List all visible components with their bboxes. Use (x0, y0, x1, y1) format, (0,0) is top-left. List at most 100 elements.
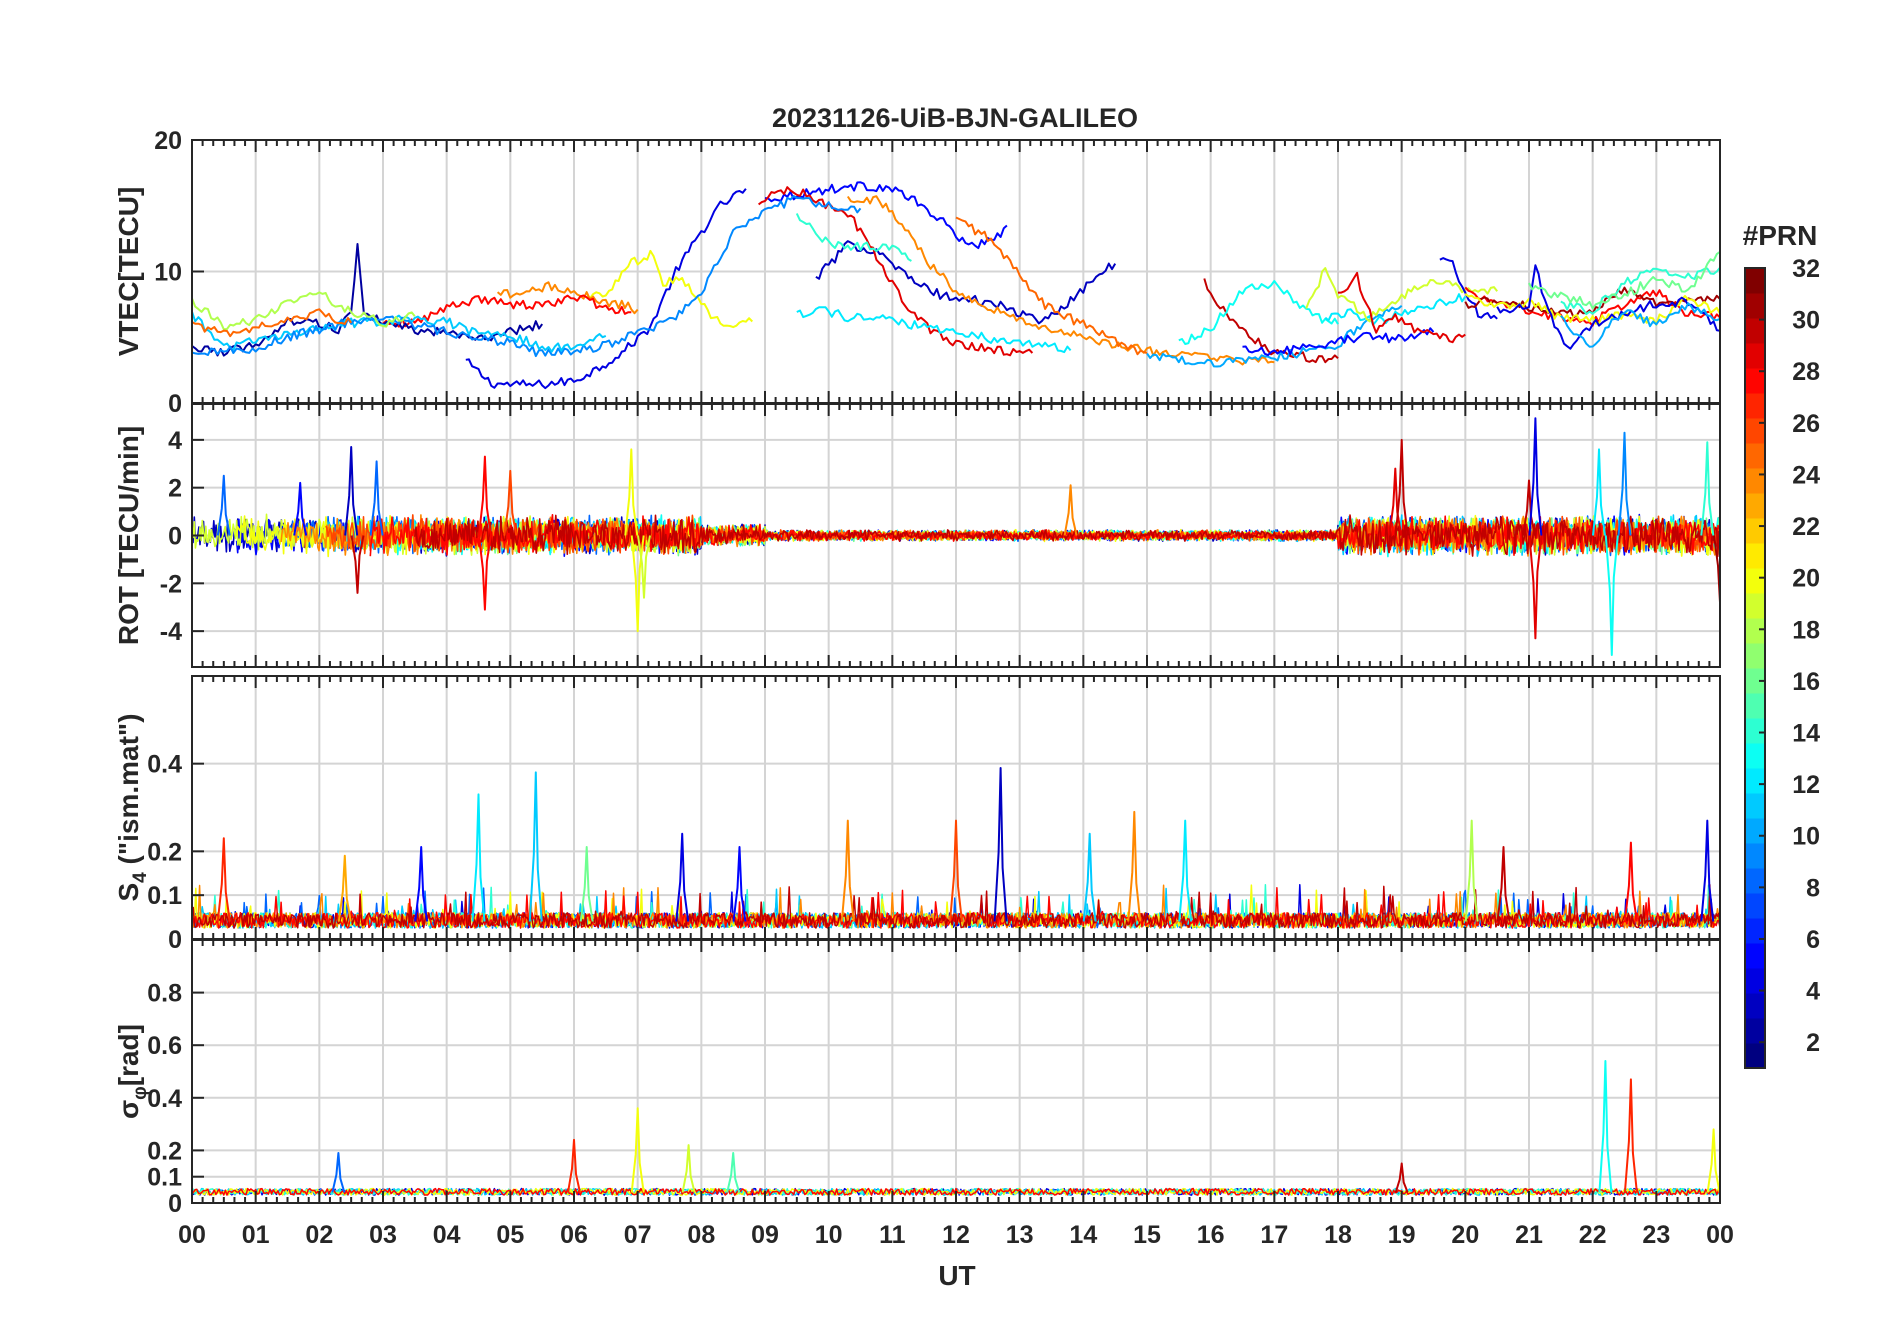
vtec-series-prn-9 (510, 195, 862, 358)
panel-s4: 00.10.20.4S4 ("ism.mat") (113, 675, 1721, 954)
y-tick-label-rot: -2 (160, 570, 182, 598)
rot-peak-prn-29 (1528, 535, 1543, 640)
colorbar-segment (1745, 518, 1765, 544)
colorbar-segment (1745, 318, 1765, 344)
x-tick-label: 09 (751, 1221, 779, 1249)
y-label-main: S (113, 883, 144, 902)
rot-peak-prn-13 (1604, 535, 1619, 656)
y-label-sub: φ (130, 1086, 151, 1100)
colorbar-tick-label: 14 (1792, 720, 1820, 748)
x-tick-label: 12 (942, 1221, 970, 1249)
y-tick-label-s4: 0.2 (147, 838, 182, 866)
rot-peak-prn-30 (1394, 438, 1409, 536)
sigma_phi-peak-prn-13 (1598, 1060, 1613, 1193)
y-label-sub: 4 (130, 872, 151, 883)
y-tick-label-rot: 0 (168, 523, 182, 551)
s4-peak-prn-12 (1178, 819, 1193, 922)
vtec-series-prn-28 (382, 294, 632, 328)
colorbar-tick-label: 2 (1806, 1029, 1820, 1057)
x-tick-label: 18 (1324, 1221, 1352, 1249)
vtec-series-prn-25 (192, 308, 353, 338)
plot-area-rot (192, 417, 1720, 656)
colorbar-segment (1745, 543, 1765, 569)
y-tick-label-rot: 4 (168, 427, 182, 455)
y-tick-label-sigma_phi: 0 (168, 1190, 182, 1218)
x-tick-label: 21 (1515, 1221, 1543, 1249)
s4-peak-prn-5 (732, 846, 747, 922)
s4-peak-prn-23 (337, 854, 352, 922)
vtec-series-prn-13 (1178, 280, 1339, 345)
colorbar-segment (1745, 618, 1765, 644)
colorbar-tick-label: 28 (1792, 358, 1820, 386)
vtec-series-prn-4 (1496, 264, 1720, 350)
y-tick-label-sigma_phi: 0.8 (147, 980, 182, 1008)
x-tick-label: 00 (1706, 1221, 1734, 1249)
colorbar-tick-label: 20 (1792, 565, 1820, 593)
vtec-series-prn-9 (192, 315, 512, 356)
colorbar-segment (1745, 393, 1765, 419)
s4-peak-prn-18 (1464, 819, 1479, 922)
s4-peak-prn-5 (414, 846, 429, 922)
ticks-vtec (191, 140, 1721, 403)
vtec-series-prn-5 (1242, 327, 1435, 357)
x-tick-label: 05 (496, 1221, 524, 1249)
s4-noise-prn-30 (192, 884, 1720, 929)
s4-peak-prn-27 (216, 837, 231, 922)
y-label-main: σ (113, 1100, 144, 1119)
y-tick-label-sigma_phi: 0.6 (147, 1032, 182, 1060)
y-tick-label-sigma_phi: 0.2 (147, 1137, 182, 1165)
x-tick-label: 04 (433, 1221, 461, 1249)
colorbar-segment (1745, 568, 1765, 594)
colorbar-segment (1745, 643, 1765, 669)
colorbar-segment (1745, 1043, 1765, 1069)
rot-peak-prn-5 (293, 481, 308, 536)
colorbar-segment (1745, 418, 1765, 444)
colorbar-segment (1745, 843, 1765, 869)
vtec-series-prn-14 (1560, 266, 1720, 316)
s4-peak-prn-24 (840, 819, 855, 922)
ticks-s4 (191, 676, 1721, 939)
vtec-series-prn-25 (955, 216, 1148, 356)
colorbar-segment (1745, 293, 1765, 319)
colorbar-segment (1745, 893, 1765, 919)
panel-vtec: 0 10 20 VTEC[TECU] (113, 127, 1721, 418)
x-tick-label: 15 (1133, 1221, 1161, 1249)
grid-sigma_phi (192, 940, 1720, 1203)
colorbar-label: #PRN (1743, 220, 1818, 251)
sigma_phi-peak-prn-27 (567, 1138, 581, 1193)
colorbar-segment (1745, 493, 1765, 519)
y-label-rest: [rad] (113, 1024, 144, 1086)
colorbar-segment (1745, 468, 1765, 494)
s4-peak-prn-24 (1127, 810, 1142, 922)
panel-sigma_phi: 00.10.2 0.4 0.6 0.8 σφ[rad] (113, 939, 1721, 1218)
x-tick-label: 16 (1197, 1221, 1225, 1249)
ticks-rot (191, 404, 1721, 667)
sigma_phi-peak-prn-27 (1623, 1078, 1638, 1193)
colorbar-segment (1745, 868, 1765, 894)
y-tick-label-s4: 0 (168, 926, 182, 954)
rot-peak-prn-30 (1522, 479, 1536, 536)
s4-peak-prn-11 (528, 771, 543, 922)
vtec-series-prn-19 (1305, 267, 1498, 323)
y-tick-label-s4: 0.1 (147, 882, 182, 910)
colorbar-segment (1745, 993, 1765, 1019)
x-tick-label: 10 (815, 1221, 843, 1249)
rot-peak-prn-4 (1528, 417, 1543, 536)
y-label-rest: ("ism.mat") (113, 713, 144, 872)
colorbar-tick-label: 22 (1792, 513, 1820, 541)
colorbar-segment (1745, 718, 1765, 744)
vtec-series-prn-10 (1560, 302, 1720, 348)
x-tick-label: 17 (1260, 1221, 1288, 1249)
colorbar-segment (1745, 593, 1765, 619)
colorbar-tick-label: 4 (1806, 978, 1820, 1006)
ticks-sigma_phi (191, 940, 1721, 1203)
colorbar-segment (1745, 368, 1765, 394)
colorbar-tick-label: 30 (1792, 307, 1820, 335)
sigma_phi-peak-prn-8 (331, 1152, 346, 1193)
colorbar-frame (1744, 267, 1766, 1069)
y-axis-label-sigma_phi: σφ[rad] (113, 1024, 151, 1119)
sigma_phi-peak-prn-19 (681, 1144, 696, 1193)
